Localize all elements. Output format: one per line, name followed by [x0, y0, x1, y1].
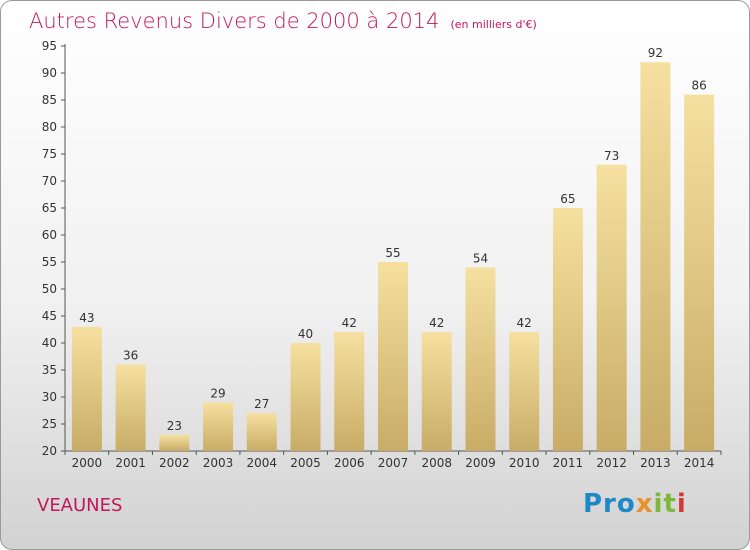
proxiti-logo[interactable]: Proxiti: [583, 489, 687, 519]
y-tick-label: 95: [42, 39, 57, 53]
bar-2003: [203, 402, 234, 451]
bar-2008: [421, 332, 452, 451]
commune-name: VEAUNES: [37, 495, 123, 516]
logo-part: it: [653, 489, 677, 519]
bar-2014: [684, 94, 715, 451]
bar-2007: [378, 262, 408, 451]
y-tick-label: 35: [42, 363, 57, 377]
data-label: 86: [691, 79, 706, 93]
bar-2004: [246, 413, 277, 451]
x-tick-label: 2001: [115, 456, 146, 470]
data-label: 27: [254, 397, 269, 411]
y-tick-label: 40: [42, 336, 57, 350]
x-axis: 2000 2001 2002 2003 2004 2005 2006 2007 2008 2009…: [64, 450, 722, 470]
data-labels: 43 36 23 29 27 40 42 55 42 54 42 65 73 92 86: [79, 46, 707, 433]
bar-2000: [71, 326, 102, 451]
data-label: 54: [473, 251, 488, 265]
data-label: 42: [517, 316, 532, 330]
data-label: 42: [342, 316, 357, 330]
bar-2009: [465, 267, 496, 451]
bar-series: [71, 62, 715, 452]
data-label: 29: [210, 386, 225, 400]
bar-2005: [290, 343, 321, 451]
x-tick-label: 2007: [378, 456, 409, 470]
x-tick-label: 2006: [334, 456, 365, 470]
y-tick-label: 25: [42, 417, 57, 431]
x-tick-label: 2010: [509, 456, 540, 470]
bar-2006: [334, 332, 365, 451]
x-tick-label: 2014: [684, 456, 715, 470]
y-tick-label: 50: [42, 282, 57, 296]
logo-part: i: [676, 489, 687, 519]
chart-title-main: Autres Revenus Divers de 2000 à 2014: [29, 9, 440, 33]
x-tick-label: 2002: [159, 456, 190, 470]
x-tick-label: 2012: [596, 456, 627, 470]
data-label: 40: [298, 327, 313, 341]
data-label: 43: [79, 311, 94, 325]
bar-2002: [159, 434, 190, 451]
y-tick-label: 70: [42, 174, 57, 188]
bar-2010: [509, 332, 540, 451]
y-tick-label: 60: [42, 228, 57, 242]
x-tick-label: 2005: [290, 456, 321, 470]
bar-2012: [596, 164, 627, 452]
x-tick-label: 2004: [247, 456, 278, 470]
x-tick-label: 2008: [421, 456, 452, 470]
logo-part: Pro: [583, 489, 636, 519]
y-tick-label: 45: [42, 309, 57, 323]
y-tick-label: 55: [42, 255, 57, 269]
x-tick-label: 2013: [640, 456, 671, 470]
data-label: 23: [167, 419, 182, 433]
y-tick-label: 30: [42, 390, 57, 404]
y-axis: 20 25 30 35 40 45 50 55 60 65 70 75 80 85 90 95: [42, 39, 66, 458]
bar-2001: [115, 364, 146, 451]
data-label: 73: [604, 149, 619, 163]
data-label: 92: [648, 46, 663, 60]
y-tick-label: 20: [42, 444, 57, 458]
x-tick-label: 2009: [465, 456, 496, 470]
x-tick-label: 2000: [72, 456, 103, 470]
chart-title: Autres Revenus Divers de 2000 à 2014 (en…: [29, 9, 537, 33]
y-tick-label: 65: [42, 201, 57, 215]
logo-part: x: [635, 489, 654, 519]
y-tick-label: 90: [42, 66, 57, 80]
bar-2011: [552, 208, 583, 451]
data-label: 55: [385, 246, 400, 260]
x-tick-label: 2011: [553, 456, 584, 470]
y-tick-label: 80: [42, 120, 57, 134]
data-label: 65: [560, 192, 575, 206]
data-label: 42: [429, 316, 444, 330]
x-tick-label: 2003: [203, 456, 234, 470]
y-tick-label: 75: [42, 147, 57, 161]
chart-title-unit: (en milliers d'€): [450, 18, 537, 31]
y-tick-label: 85: [42, 93, 57, 107]
data-label: 36: [123, 349, 138, 363]
bar-2013: [640, 62, 671, 451]
